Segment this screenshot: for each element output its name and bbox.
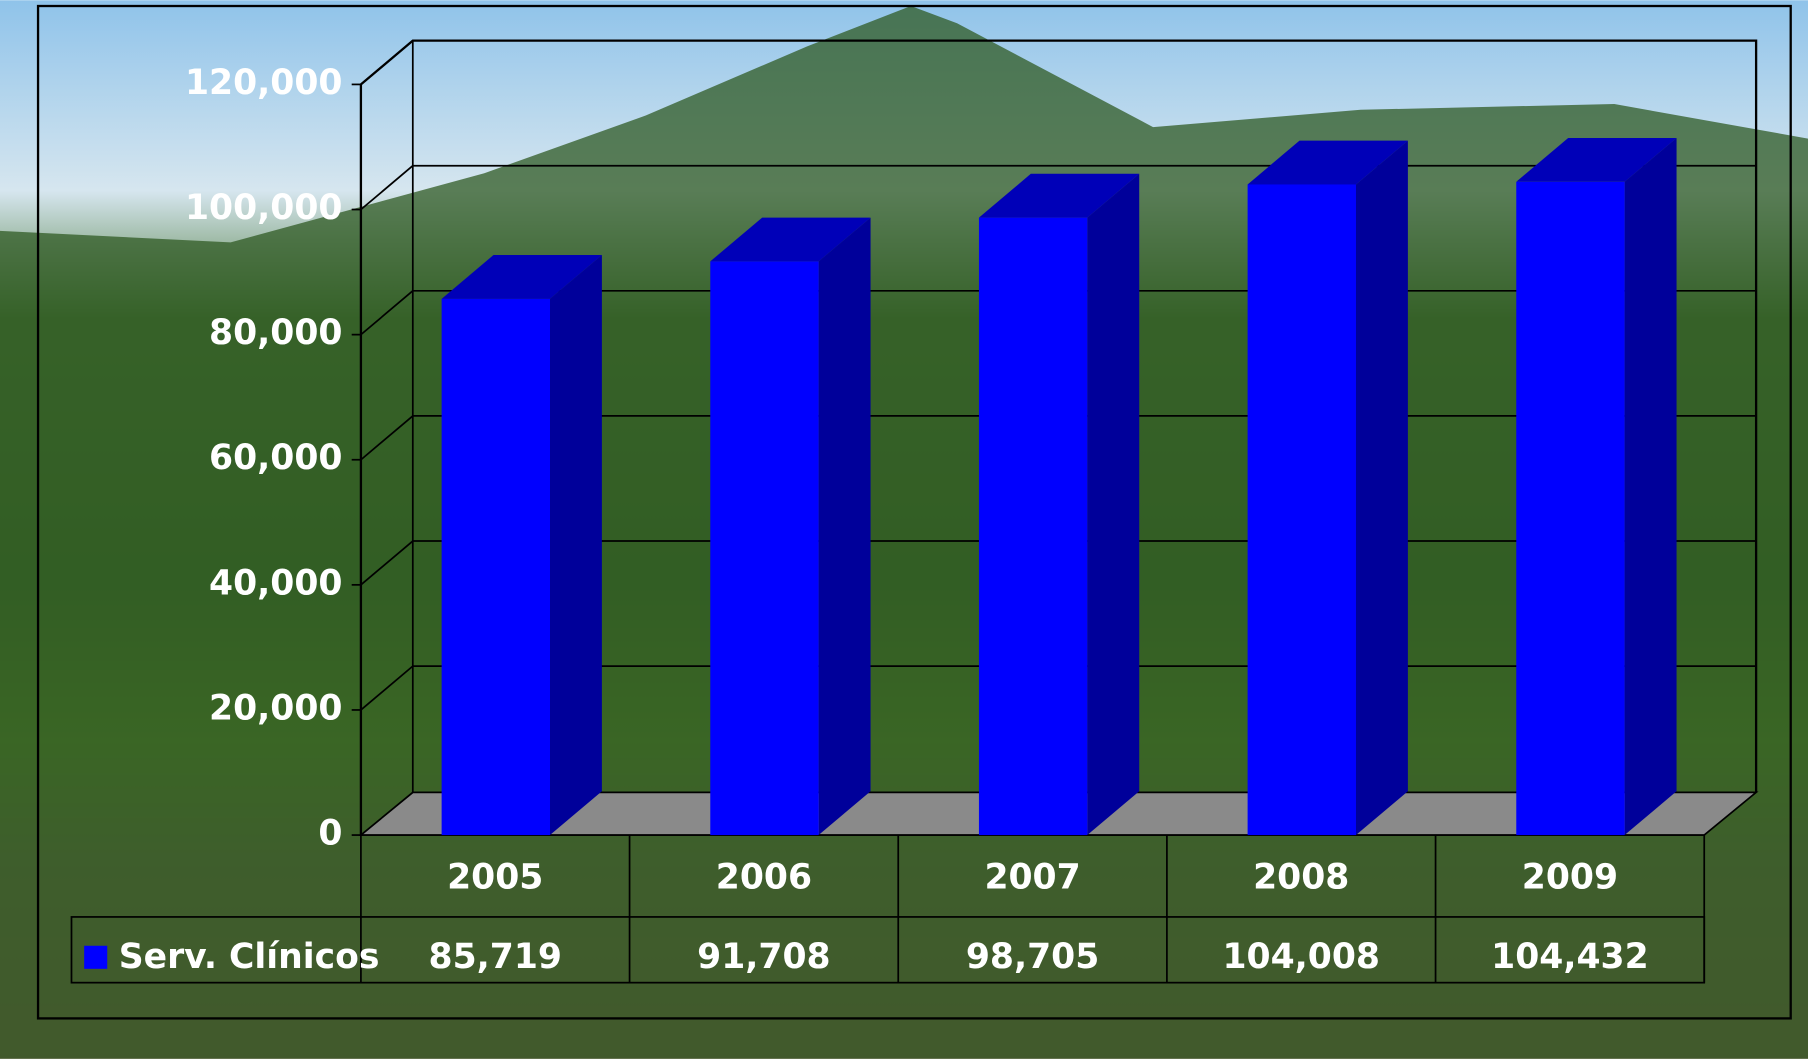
- x-tick-label: 2008: [1253, 857, 1349, 897]
- grid-line: [360, 540, 414, 586]
- data-label: 85,719: [429, 937, 562, 977]
- bar-side: [818, 217, 871, 836]
- bar-side: [1087, 173, 1140, 836]
- bar: [441, 298, 551, 836]
- bar: [1516, 181, 1625, 836]
- grid-line: [360, 39, 414, 86]
- x-tick-label: 2009: [1522, 857, 1618, 897]
- grid-line: [360, 665, 414, 711]
- y-tick-label: 40,000: [209, 563, 342, 603]
- legend-swatch: [84, 945, 108, 969]
- data-label: 104,008: [1222, 937, 1380, 977]
- x-tick-label: 2007: [984, 857, 1080, 897]
- bar-side: [1624, 137, 1677, 836]
- y-tick-label: 60,000: [209, 438, 342, 478]
- bar: [978, 217, 1088, 836]
- grid-line: [360, 290, 414, 336]
- grid-line: [360, 415, 414, 461]
- bar-top: [1516, 137, 1677, 182]
- chart-frame: [36, 4, 1792, 1020]
- bar-top: [710, 217, 871, 262]
- x-tick-label: 2006: [716, 857, 812, 897]
- bar: [710, 261, 819, 836]
- bar-side: [550, 255, 602, 836]
- y-tick-label: 100,000: [185, 188, 343, 228]
- bar-side: [1356, 140, 1408, 836]
- y-tick-label: 0: [318, 814, 342, 854]
- y-tick-label: 120,000: [185, 63, 343, 103]
- legend-label: Serv. Clínicos: [119, 937, 380, 977]
- data-label: 104,432: [1491, 937, 1649, 977]
- y-tick-label: 80,000: [209, 313, 342, 353]
- data-label: 91,708: [697, 937, 830, 977]
- bar-top: [1247, 140, 1408, 185]
- bar-top: [978, 173, 1140, 218]
- data-label: 98,705: [966, 937, 1099, 977]
- x-tick-label: 2005: [447, 857, 543, 897]
- bar-top: [441, 255, 602, 299]
- bar: [1247, 184, 1356, 836]
- y-tick-label: 20,000: [209, 688, 342, 728]
- grid-line: [360, 165, 414, 211]
